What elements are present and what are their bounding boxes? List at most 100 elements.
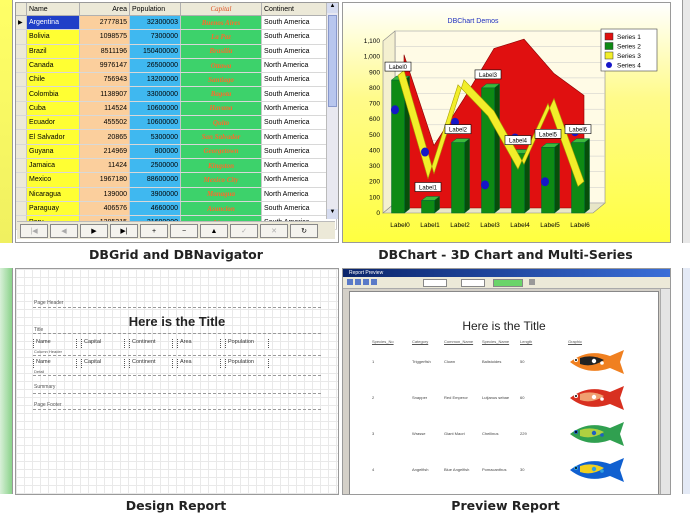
next-record-button[interactable]: ▶: [80, 224, 108, 238]
scroll-down-arrow-icon[interactable]: ▼: [327, 209, 338, 219]
cell-continent[interactable]: South America: [261, 115, 337, 131]
print-icon[interactable]: [529, 279, 535, 285]
table-row[interactable]: Colombia 1138907 33000000 Bagota South Ameri…: [16, 86, 337, 102]
cell-name[interactable]: Bolivia: [26, 29, 80, 45]
cell-area[interactable]: 8511196: [79, 44, 130, 59]
table-row[interactable]: Canada 9976147 26500000 Ottawa North America: [16, 58, 337, 74]
cell-continent[interactable]: South America: [261, 144, 337, 159]
cell-population[interactable]: 3900000: [129, 187, 181, 202]
cell-continent[interactable]: North America: [261, 187, 337, 202]
cell-population[interactable]: 150400000: [129, 44, 181, 59]
design-field-area[interactable]: Area: [177, 359, 221, 368]
first-record-button[interactable]: |◀: [20, 224, 48, 238]
last-page-icon[interactable]: [371, 279, 377, 285]
cell-area[interactable]: 1098575: [79, 29, 130, 45]
cell-continent[interactable]: North America: [261, 58, 337, 74]
table-row[interactable]: ▶ Argentina 2777815 32300003 Buenos Aires Sou…: [16, 15, 337, 31]
cell-population[interactable]: 5300000: [129, 129, 181, 145]
cell-area[interactable]: 756943: [79, 72, 130, 88]
table-row[interactable]: Jamaica 11424 2500000 Kingston North America: [16, 158, 337, 174]
row-indicator[interactable]: [16, 172, 27, 188]
table-row[interactable]: Cuba 114524 10600000 Havana North America: [16, 101, 337, 117]
prev-page-icon[interactable]: [355, 279, 361, 285]
cell-name[interactable]: Brazil: [26, 44, 80, 59]
cell-capital[interactable]: Ottawa: [180, 58, 262, 74]
table-row[interactable]: Brazil 8511196 150400000 Brasilia South Amer…: [16, 44, 337, 59]
cell-population[interactable]: 10600000: [129, 101, 181, 117]
cell-area[interactable]: 114524: [79, 101, 130, 117]
db-grid[interactable]: Name Area Population Capital Continent ▶…: [16, 3, 337, 231]
insert-record-button[interactable]: +: [140, 224, 168, 238]
cell-population[interactable]: 10600000: [129, 115, 181, 131]
row-indicator[interactable]: [16, 201, 27, 217]
table-row[interactable]: Ecuador 455502 10600000 Quito South America: [16, 115, 337, 131]
design-field-population[interactable]: Population: [225, 339, 269, 348]
cell-population[interactable]: 800000: [129, 144, 181, 159]
column-header-name[interactable]: Name: [26, 3, 80, 16]
next-page-icon[interactable]: [363, 279, 369, 285]
row-indicator[interactable]: [16, 115, 27, 131]
row-indicator[interactable]: [16, 144, 27, 159]
table-row[interactable]: Mexico 1967180 88600000 Mexico City North Am…: [16, 172, 337, 188]
cell-capital[interactable]: Buenos Aires: [180, 15, 262, 31]
cell-name[interactable]: Mexico: [26, 172, 80, 188]
column-header-continent[interactable]: Continent: [261, 3, 337, 16]
cell-name[interactable]: Chile: [26, 72, 80, 88]
cell-capital[interactable]: Georgetown: [180, 144, 262, 159]
row-indicator[interactable]: [16, 187, 27, 202]
cell-continent[interactable]: South America: [261, 44, 337, 59]
cell-name[interactable]: Canada: [26, 58, 80, 74]
cell-capital[interactable]: Mexico City: [180, 172, 262, 188]
design-field-continent[interactable]: Continent: [129, 359, 173, 368]
cell-area[interactable]: 11424: [79, 158, 130, 174]
row-indicator[interactable]: [16, 86, 27, 102]
row-indicator[interactable]: [16, 29, 27, 45]
design-field-area[interactable]: Area: [177, 339, 221, 348]
cell-population[interactable]: 32300003: [129, 15, 181, 31]
cell-name[interactable]: Paraguay: [26, 201, 80, 217]
scroll-up-arrow-icon[interactable]: ▲: [327, 3, 338, 13]
delete-record-button[interactable]: −: [170, 224, 198, 238]
table-row[interactable]: Nicaragua 139000 3900000 Managua North Ameri…: [16, 187, 337, 202]
cell-area[interactable]: 406576: [79, 201, 130, 217]
cell-population[interactable]: 4660000: [129, 201, 181, 217]
table-row[interactable]: El Salvador 20865 5300000 San Salvador North…: [16, 129, 337, 145]
cell-area[interactable]: 9976147: [79, 58, 130, 74]
cell-capital[interactable]: Bagota: [180, 86, 262, 102]
design-title[interactable]: Here is the Title: [128, 314, 226, 329]
cell-area[interactable]: 214969: [79, 144, 130, 159]
design-field-continent[interactable]: Continent: [129, 339, 173, 348]
cell-continent[interactable]: North America: [261, 101, 337, 117]
prior-record-button[interactable]: ◀: [50, 224, 78, 238]
row-indicator[interactable]: [16, 72, 27, 88]
scroll-thumb[interactable]: [328, 15, 337, 107]
refresh-data-button[interactable]: ↻: [290, 224, 318, 238]
dbchart-3d-chart[interactable]: DBChart Demos 0 100 200 300 400 500 600 700 800 9…: [343, 3, 670, 242]
page-number-field[interactable]: [423, 279, 447, 287]
cell-continent[interactable]: North America: [261, 158, 337, 174]
table-row[interactable]: Bolivia 1098575 7300000 La Paz South America: [16, 29, 337, 45]
row-indicator[interactable]: [16, 58, 27, 74]
cell-capital[interactable]: Kingston: [180, 158, 262, 174]
cell-name[interactable]: Argentina: [26, 15, 80, 31]
row-indicator[interactable]: [16, 101, 27, 117]
cell-name[interactable]: Jamaica: [26, 158, 80, 174]
cell-continent[interactable]: South America: [261, 86, 337, 102]
table-row[interactable]: Chile 756943 13200000 Santiago South America: [16, 72, 337, 88]
cell-capital[interactable]: Santiago: [180, 72, 262, 88]
cell-capital[interactable]: Brasilia: [180, 44, 262, 59]
cell-capital[interactable]: Asuncion: [180, 201, 262, 217]
edit-record-button[interactable]: ▲: [200, 224, 228, 238]
design-field-capital[interactable]: Capital: [81, 339, 125, 348]
cell-area[interactable]: 1138907: [79, 86, 130, 102]
cell-population[interactable]: 33000000: [129, 86, 181, 102]
row-indicator[interactable]: [16, 44, 27, 59]
cell-population[interactable]: 2500000: [129, 158, 181, 174]
cell-continent[interactable]: South America: [261, 72, 337, 88]
cell-capital[interactable]: Managua: [180, 187, 262, 202]
design-field-name[interactable]: Name: [33, 359, 77, 368]
table-row[interactable]: Guyana 214969 800000 Georgetown South Americ…: [16, 144, 337, 159]
column-header-capital[interactable]: Capital: [180, 3, 262, 16]
cell-continent[interactable]: South America: [261, 29, 337, 45]
first-page-icon[interactable]: [347, 279, 353, 285]
